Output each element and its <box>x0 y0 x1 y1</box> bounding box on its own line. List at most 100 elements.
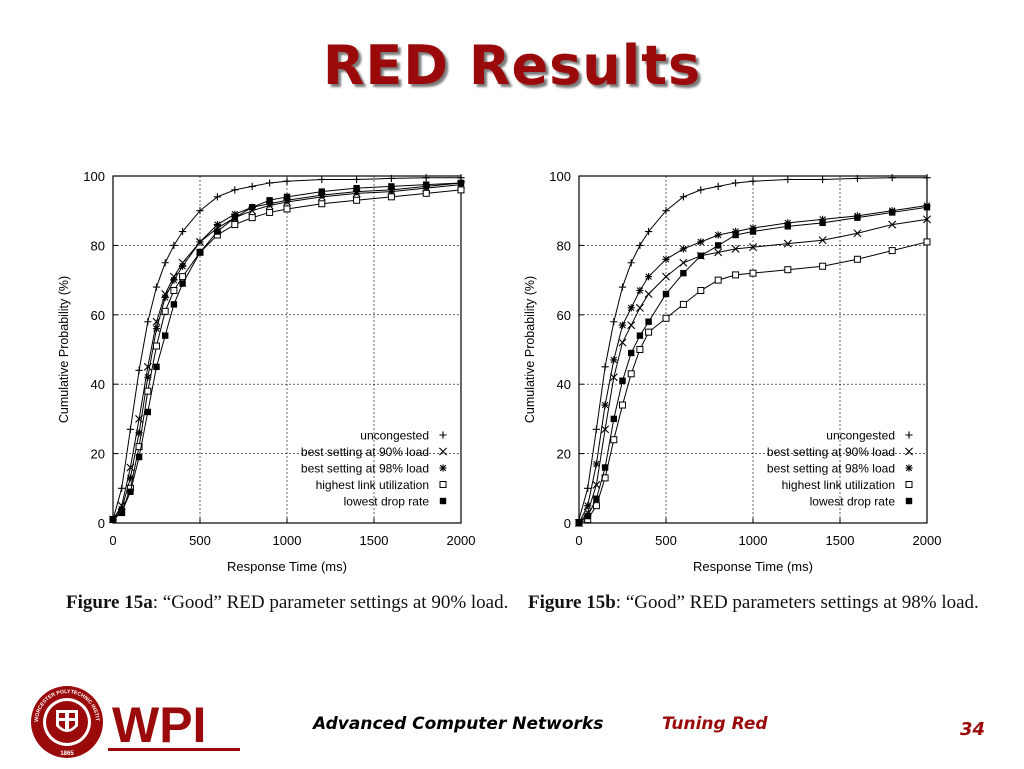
chart1-series-line-1 <box>578 218 928 524</box>
chart1-series-line-3 <box>578 241 928 524</box>
chart1-ytick-label-80: 80 <box>557 238 571 253</box>
chart0-point-4-9 <box>196 249 204 256</box>
chart1-point-1-15 <box>783 239 792 248</box>
chart0-point-0-4 <box>144 318 152 326</box>
chart1-point-4-12 <box>715 242 722 249</box>
chart0-series-line-4 <box>112 182 462 520</box>
chart0-point-0-13 <box>266 179 274 187</box>
chart0-point-0-18 <box>422 174 430 182</box>
chart0-legend: uncongested best setting at 90% load best … <box>301 429 447 509</box>
chart0-point-4-11 <box>231 214 238 221</box>
chart1-point-2-6 <box>627 304 635 312</box>
chart1-legend-marker-0 <box>905 431 913 439</box>
chart1-point-1-10 <box>679 258 688 267</box>
chart0-point-2-17 <box>387 186 395 194</box>
chart1-point-2-11 <box>697 238 705 246</box>
chart1-point-3-15 <box>784 266 792 274</box>
chart1-point-3-19 <box>923 238 931 246</box>
chart1-point-0-11 <box>697 186 705 194</box>
chart0-ytick-label-60: 60 <box>91 308 105 323</box>
chart0-point-4-16 <box>353 184 360 192</box>
chart0-point-3-17 <box>387 193 395 201</box>
course-name: Advanced Computer Networks <box>313 714 604 734</box>
chart0-point-0-3 <box>135 366 143 374</box>
chart1-point-0-15 <box>784 175 792 184</box>
chart0-series-3 <box>109 186 465 524</box>
chart0-point-2-9 <box>196 238 204 246</box>
chart1-point-3-5 <box>619 401 626 409</box>
chart0-point-4-7 <box>170 301 178 308</box>
chart0-point-0-15 <box>318 175 326 184</box>
chart0-legend-label-1: best setting at 90% load <box>301 445 429 459</box>
chart1-series-line-0 <box>578 177 927 520</box>
chart1-legend-marker-2 <box>905 464 913 472</box>
wpi-logo-svg: WORCESTER POLYTECHNIC INSTITUTE 1865 WPI <box>26 680 240 758</box>
chart0-point-2-15 <box>318 191 326 199</box>
chart0-point-3-16 <box>353 196 361 204</box>
chart1-point-1-14 <box>749 243 757 252</box>
chart1-legend-label-4: lowest drop rate <box>810 495 896 509</box>
caption-15b: Figure 15b: “Good” RED parameters settin… <box>528 592 979 614</box>
chart0-series-line-2 <box>112 182 462 520</box>
chart0-legend-marker-1 <box>439 447 447 456</box>
chart1-xtick-label-2000: 2000 <box>913 533 942 548</box>
chart1-point-2-2 <box>592 460 600 468</box>
chart1-point-4-7 <box>636 332 644 339</box>
chart1-point-4-5 <box>619 377 626 384</box>
chart0-ytick-label-80: 80 <box>91 238 105 253</box>
topic-name: Tuning Red <box>662 714 768 734</box>
chart0-point-0-1 <box>118 484 126 492</box>
chart1-point-2-12 <box>714 231 722 239</box>
chart0-point-2-7 <box>170 276 178 284</box>
chart1-point-0-1 <box>584 484 592 492</box>
chart0-point-0-5 <box>152 283 161 291</box>
chart0-ytick-label-20: 20 <box>91 447 105 462</box>
chart0-point-0-14 <box>283 177 291 185</box>
chart1-point-4-4 <box>610 415 617 423</box>
chart0-legend-marker-0 <box>439 431 447 439</box>
chart1-ytick-label-60: 60 <box>557 308 571 323</box>
chart0-point-4-12 <box>249 204 256 211</box>
chart1-point-1-9 <box>662 272 670 281</box>
chart1-point-1-6 <box>627 321 636 330</box>
chart1-gridlines <box>579 176 927 523</box>
chart0-point-2-13 <box>266 200 274 208</box>
chart-15b: 0 500 1000 1500 2000 0 20 40 60 80 100 Response Tim… <box>514 160 954 590</box>
chart1-series-4 <box>575 204 931 527</box>
chart1-point-0-5 <box>618 283 627 291</box>
chart0-point-0-9 <box>196 207 204 215</box>
chart1-point-0-12 <box>714 182 722 191</box>
chart1-point-4-1 <box>584 512 591 520</box>
chart1-point-4-13 <box>732 231 739 239</box>
chart0-point-2-6 <box>161 293 169 302</box>
chart1-y-axis-label: Cumulative Probability (%) <box>523 276 537 423</box>
chart1-point-1-19 <box>923 215 931 224</box>
chart1-point-4-11 <box>697 252 704 260</box>
chart0-point-0-17 <box>387 174 395 183</box>
chart-15a-svg: 0 500 1000 1500 2000 0 20 40 60 80 100 Response Tim… <box>57 169 476 574</box>
chart1-point-2-4 <box>610 356 618 364</box>
chart0-point-2-14 <box>283 196 291 204</box>
chart0-point-0-7 <box>170 241 178 249</box>
chart1-legend-label-1: best setting at 90% load <box>767 445 895 459</box>
chart1-point-4-10 <box>680 269 687 277</box>
chart0-point-2-3 <box>135 429 143 437</box>
chart1-legend-label-3: highest link utilization <box>782 478 895 492</box>
chart0-y-axis-label: Cumulative Probability (%) <box>57 276 71 423</box>
chart0-point-0-12 <box>248 182 256 191</box>
chart0-point-3-3 <box>135 443 143 451</box>
chart1-point-0-8 <box>645 227 653 236</box>
chart1-point-4-16 <box>819 219 826 227</box>
chart0-series-line-3 <box>112 189 462 520</box>
chart1-point-0-3 <box>601 363 609 371</box>
chart1-xtick-label-1000: 1000 <box>739 533 768 548</box>
chart1-point-2-8 <box>645 273 653 281</box>
chart0-point-4-17 <box>388 183 395 190</box>
chart1-point-4-18 <box>889 209 896 216</box>
chart0-xtick-label-2000: 2000 <box>447 533 476 548</box>
chart1-point-0-14 <box>749 177 757 185</box>
chart0-legend-marker-4 <box>439 497 447 505</box>
chart0-xtick-label-1000: 1000 <box>273 533 302 548</box>
chart0-legend-label-4: lowest drop rate <box>344 495 430 509</box>
chart0-point-4-3 <box>135 453 143 461</box>
